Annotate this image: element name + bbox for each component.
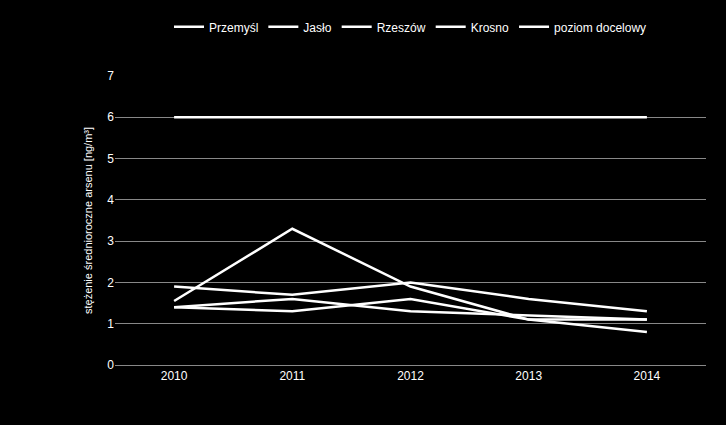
svg-text:Jasło: Jasło xyxy=(303,21,331,35)
svg-text:2013: 2013 xyxy=(515,369,542,383)
svg-text:2012: 2012 xyxy=(397,369,424,383)
svg-text:Krosno: Krosno xyxy=(471,21,509,35)
svg-text:poziom docelowy: poziom docelowy xyxy=(554,21,646,35)
svg-text:1: 1 xyxy=(107,317,114,331)
svg-text:2014: 2014 xyxy=(634,369,661,383)
svg-text:Rzeszów: Rzeszów xyxy=(377,21,426,35)
svg-text:4: 4 xyxy=(107,193,114,207)
svg-text:Przemyśl: Przemyśl xyxy=(209,21,258,35)
svg-text:3: 3 xyxy=(107,234,114,248)
svg-text:5: 5 xyxy=(107,152,114,166)
svg-text:2010: 2010 xyxy=(161,369,188,383)
svg-text:6: 6 xyxy=(107,110,114,124)
svg-text:7: 7 xyxy=(107,69,114,83)
svg-text:2011: 2011 xyxy=(279,369,305,383)
svg-text:0: 0 xyxy=(107,358,114,372)
svg-text:stężenie średnioroczne arsenu: stężenie średnioroczne arsenu [ng/m³] xyxy=(82,127,94,314)
svg-text:2: 2 xyxy=(107,276,114,290)
